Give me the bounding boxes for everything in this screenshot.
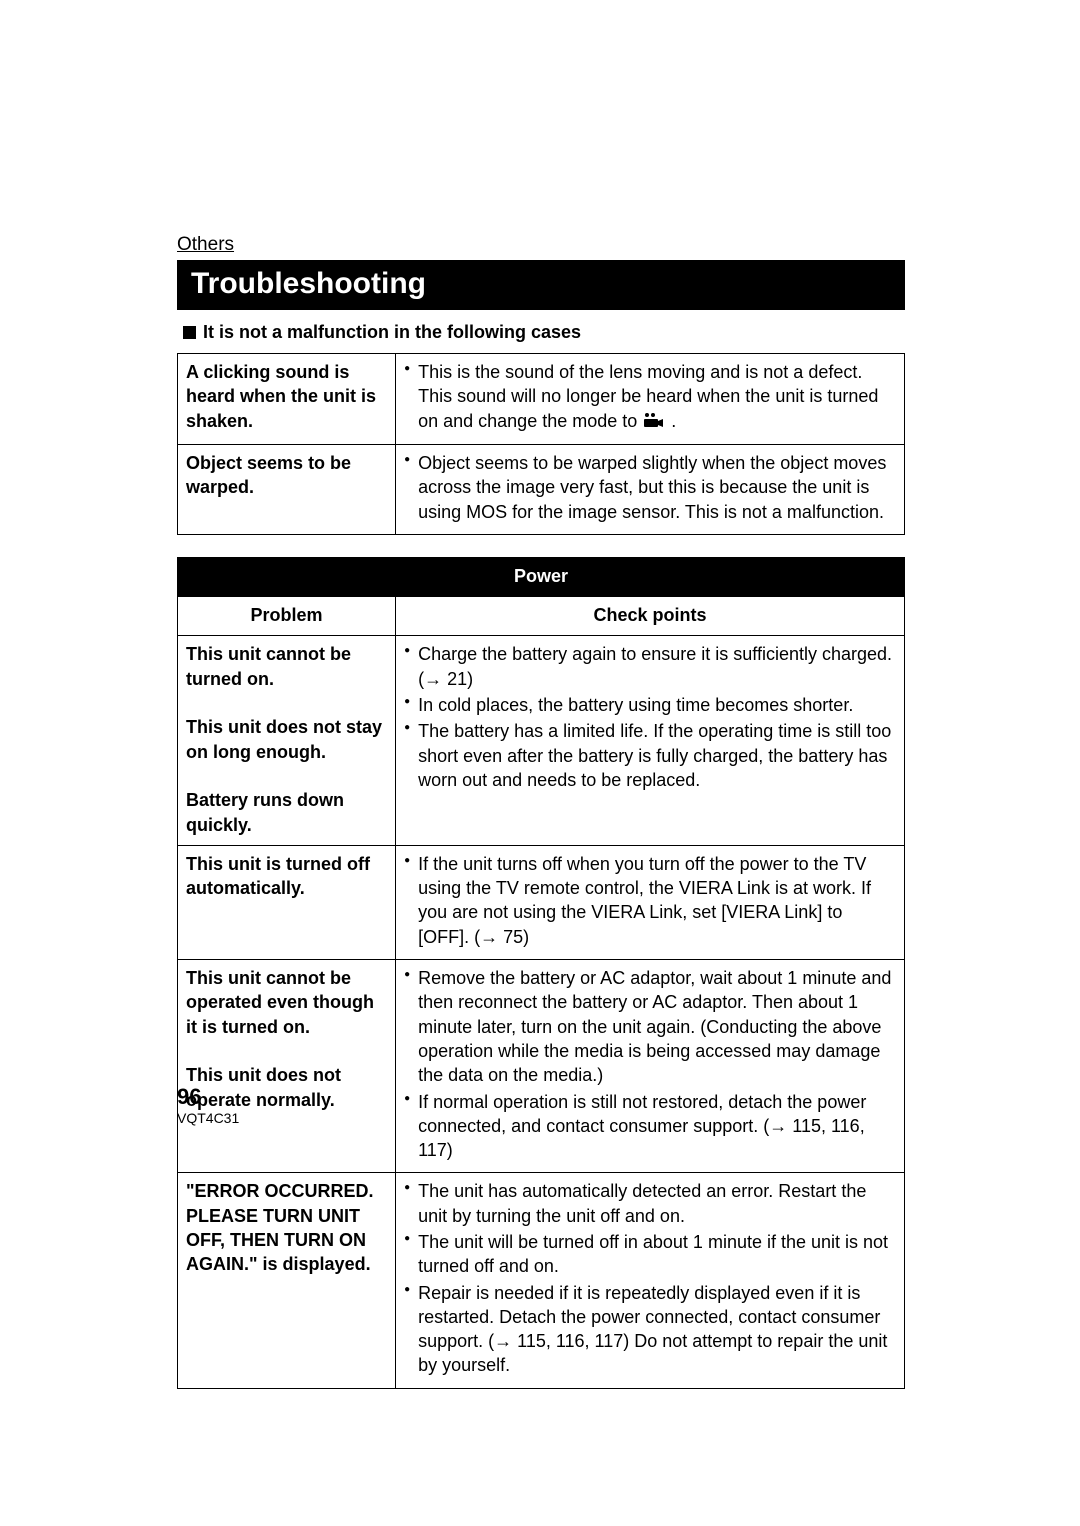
bullet: Object seems to be warped slightly when … — [418, 451, 896, 524]
problem-cell: This unit cannot be turned on. This unit… — [178, 636, 396, 845]
power-header: Power — [178, 557, 905, 596]
bullet: Remove the battery or AC adaptor, wait a… — [418, 966, 896, 1087]
page-footer: 96 VQT4C31 — [177, 1086, 239, 1126]
bullet: Charge the battery again to ensure it is… — [418, 642, 896, 691]
page-number: 96 — [177, 1086, 239, 1108]
problem-cell: This unit cannot be operated even though… — [178, 960, 396, 1173]
check-cell: Charge the battery again to ensure it is… — [396, 636, 905, 845]
bullet: In cold places, the battery using time b… — [418, 693, 896, 717]
problem-cell: "ERROR OCCURRED. PLEASE TURN UNIT OFF, T… — [178, 1173, 396, 1388]
check-cell: Remove the battery or AC adaptor, wait a… — [396, 960, 905, 1173]
doc-code: VQT4C31 — [177, 1110, 239, 1126]
bullet: Repair is needed if it is repeatedly dis… — [418, 1281, 896, 1378]
bullet: If normal operation is still not restore… — [418, 1090, 896, 1163]
subheading: It is not a malfunction in the following… — [177, 320, 905, 353]
table-row: This unit cannot be turned on. This unit… — [178, 636, 905, 845]
bullet: The unit will be turned off in about 1 m… — [418, 1230, 896, 1279]
not-malfunction-table: A clicking sound is heard when the unit … — [177, 353, 905, 535]
problem-cell: A clicking sound is heard when the unit … — [178, 354, 396, 445]
table-row: A clicking sound is heard when the unit … — [178, 354, 905, 445]
column-header-problem: Problem — [178, 597, 396, 636]
camera-mode-icon — [642, 410, 666, 434]
explain-cell: Object seems to be warped slightly when … — [396, 444, 905, 534]
section-link[interactable]: Others — [177, 234, 905, 256]
check-cell: The unit has automatically detected an e… — [396, 1173, 905, 1388]
page-title: Troubleshooting — [177, 260, 905, 310]
bullet: If the unit turns off when you turn off … — [418, 852, 896, 949]
explain-cell: This is the sound of the lens moving and… — [396, 354, 905, 445]
check-cell: If the unit turns off when you turn off … — [396, 845, 905, 959]
bullet: The battery has a limited life. If the o… — [418, 719, 896, 792]
table-row: Object seems to be warped. Object seems … — [178, 444, 905, 534]
power-table: Power Problem Check points This unit can… — [177, 557, 905, 1389]
problem-cell: This unit is turned off automatically. — [178, 845, 396, 959]
problem-cell: Object seems to be warped. — [178, 444, 396, 534]
bullet: This is the sound of the lens moving and… — [418, 360, 896, 434]
table-row: This unit is turned off automatically. I… — [178, 845, 905, 959]
column-header-check: Check points — [396, 597, 905, 636]
bullet: The unit has automatically detected an e… — [418, 1179, 896, 1228]
table-row: "ERROR OCCURRED. PLEASE TURN UNIT OFF, T… — [178, 1173, 905, 1388]
table-row: This unit cannot be operated even though… — [178, 960, 905, 1173]
